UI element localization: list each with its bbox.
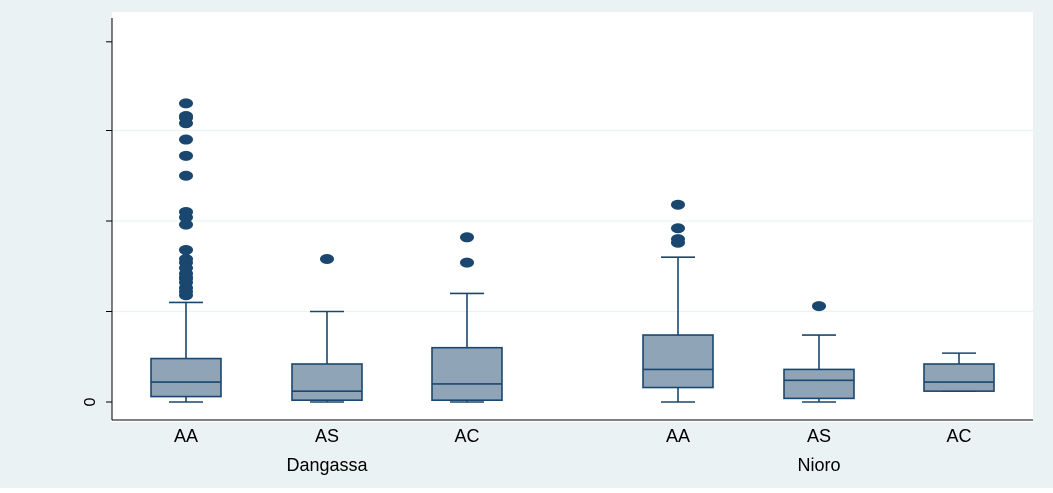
outlier-point [179,206,193,217]
outlier-point [179,98,193,109]
outlier-point [671,199,685,210]
group-label: Dangassa [286,455,368,475]
outlier-point [460,232,474,243]
y-tick-label: 0 [82,397,99,406]
box-nioro-ac [923,352,995,392]
boxes [150,98,995,403]
iqr-box [431,346,503,401]
outlier-point [179,150,193,161]
outlier-point [179,170,193,181]
iqr-box [783,368,855,400]
category-label: AC [454,426,479,446]
axis-labels: 0 AA AS AC Dangassa AA AS AC Nioro [82,397,972,475]
outlier-point [179,254,193,265]
category-label: AC [946,426,971,446]
iqr-box [150,357,222,398]
box-dangassa-aa [150,98,222,403]
category-label: AS [315,426,339,446]
gridlines [112,12,1033,422]
iqr-box [291,363,363,401]
category-label: AA [174,426,198,446]
axes [106,18,1033,421]
outlier-point [460,257,474,268]
category-label: AS [807,426,831,446]
box-dangassa-as [291,254,363,403]
outlier-point [179,219,193,230]
category-label: AA [666,426,690,446]
outlier-point [179,244,193,255]
box-dangassa-ac [431,232,503,403]
outlier-point [179,111,193,122]
box-nioro-as [783,301,855,403]
outlier-point [812,301,826,312]
group-label: Nioro [797,455,840,475]
outlier-point [179,134,193,145]
outlier-point [320,254,334,265]
iqr-box [923,363,995,392]
outlier-point [671,234,685,245]
iqr-box [642,334,714,389]
outlier-point [671,223,685,234]
plot-area [112,12,1033,422]
box-nioro-aa [642,199,714,403]
